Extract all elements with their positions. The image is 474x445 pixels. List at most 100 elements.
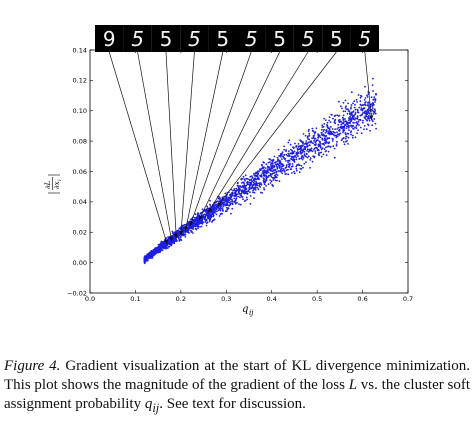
scatter-point (355, 127, 358, 130)
scatter-point (204, 208, 207, 211)
scatter-point (251, 185, 254, 188)
scatter-point (234, 200, 237, 203)
scatter-point (277, 148, 280, 151)
scatter-point (270, 175, 273, 178)
digit-glyph: 5 (358, 27, 371, 51)
scatter-point (285, 160, 287, 162)
scatter-point (243, 183, 246, 185)
scatter-point (287, 159, 289, 162)
scatter-point (303, 143, 306, 145)
scatter-point (301, 151, 304, 154)
scatter-point (318, 134, 321, 137)
scatter-point (334, 118, 337, 121)
scatter-point (279, 161, 282, 164)
scatter-point (273, 165, 275, 168)
annotation-arrowhead (169, 236, 173, 242)
scatter-point (319, 152, 321, 154)
scatter-point (338, 128, 341, 131)
scatter-point (259, 169, 262, 172)
digit-thumbnail (237, 25, 266, 52)
scatter-point (253, 197, 255, 200)
scatter-point (323, 148, 326, 151)
scatter-point (217, 209, 220, 212)
scatter-point (368, 109, 371, 112)
scatter-point (250, 181, 253, 184)
scatter-point (297, 155, 299, 158)
scatter-point (307, 151, 310, 153)
scatter-point (315, 139, 318, 142)
scatter-point (333, 134, 336, 137)
digit-glyph: 5 (302, 27, 315, 51)
scatter-point (263, 188, 266, 191)
scatter-point (266, 169, 269, 172)
scatter-point (321, 131, 323, 134)
scatter-point (331, 132, 334, 135)
scatter-point (303, 154, 306, 157)
digit-thumbnail (350, 25, 379, 52)
scatter-point (244, 190, 247, 193)
scatter-point (228, 199, 231, 202)
scatter-point (325, 140, 327, 143)
scatter-point (281, 167, 283, 170)
svg-text:∂x: ∂x (53, 181, 61, 189)
caption-text-3: . See text for discussion. (159, 396, 306, 412)
scatter-point (374, 101, 376, 103)
scatter-point (287, 168, 289, 171)
scatter-point (242, 175, 245, 178)
scatter-point (157, 250, 160, 253)
scatter-point (222, 205, 225, 207)
scatter-point (330, 126, 332, 128)
scatter-point (358, 106, 361, 109)
scatter-point (332, 117, 334, 120)
y-tick-label: 0.12 (73, 77, 87, 85)
scatter-point (227, 198, 230, 201)
scatter-point (349, 131, 352, 134)
scatter-point (343, 143, 346, 146)
scatter-point (263, 183, 266, 186)
scatter-point (253, 174, 256, 177)
scatter-point (272, 179, 275, 181)
scatter-point (334, 128, 337, 131)
scatter-point (299, 152, 302, 155)
scatter-point (242, 187, 245, 189)
scatter-point (192, 232, 194, 234)
scatter-point (289, 143, 292, 146)
scatter-point (159, 244, 161, 247)
scatter-point (307, 145, 309, 147)
annotation-arrow (207, 51, 309, 213)
scatter-point (190, 231, 193, 233)
digit-glyph: 5 (330, 27, 343, 51)
scatter-point (302, 157, 305, 159)
scatter-point (294, 142, 296, 145)
scatter-point (244, 174, 247, 177)
scatter-point (291, 165, 294, 168)
scatter-point (361, 112, 364, 114)
scatter-point (236, 193, 239, 196)
scatter-point (240, 190, 243, 193)
scatter-point (346, 140, 348, 142)
scatter-point (360, 109, 362, 111)
scatter-point (306, 148, 309, 151)
scatter-point (320, 155, 323, 158)
scatter-point (197, 227, 199, 230)
scatter-point (292, 147, 295, 150)
scatter-point (344, 132, 347, 134)
scatter-point (200, 220, 203, 223)
scatter-point (324, 142, 327, 145)
scatter-point (271, 164, 273, 167)
scatter-point (233, 188, 236, 190)
scatter-point (215, 213, 218, 216)
scatter-point (210, 215, 213, 218)
scatter-point (324, 131, 327, 134)
scatter-point (295, 156, 298, 159)
scatter-point (173, 240, 176, 243)
scatter-point (347, 132, 350, 135)
scatter-point (201, 221, 204, 224)
scatter-point (231, 207, 234, 210)
scatter-point (354, 126, 356, 129)
scatter-point (352, 134, 354, 137)
scatter-point (357, 94, 360, 96)
scatter-point (285, 164, 288, 167)
scatter-point (321, 147, 324, 150)
scatter-point (313, 132, 316, 135)
